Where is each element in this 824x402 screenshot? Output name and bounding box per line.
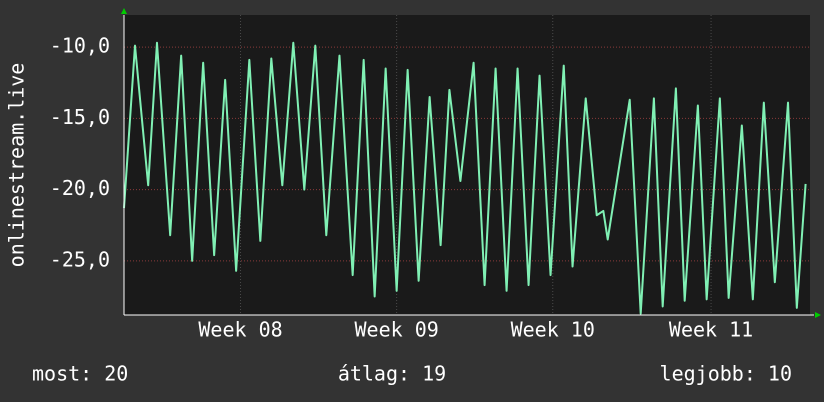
y-tick-label: -10,0 xyxy=(50,34,110,58)
y-tick-label: -20,0 xyxy=(50,176,110,200)
plot-area xyxy=(124,15,810,315)
series-line xyxy=(123,41,807,315)
summary-average: átlag: 19 xyxy=(338,362,446,386)
summary-current: most: 20 xyxy=(32,362,128,386)
x-tick-label: Week 08 xyxy=(198,318,282,342)
x-tick-label: Week 09 xyxy=(354,318,438,342)
x-tick-label: Week 10 xyxy=(511,318,595,342)
y-axis-label: onlinestream.live xyxy=(5,63,29,268)
y-tick-label: -15,0 xyxy=(50,105,110,129)
axis-arrow xyxy=(815,312,821,318)
axis-arrow xyxy=(121,8,127,14)
x-tick-label: Week 11 xyxy=(669,318,753,342)
y-tick-label: -25,0 xyxy=(50,247,110,271)
summary-best: legjobb: 10 xyxy=(660,362,792,386)
